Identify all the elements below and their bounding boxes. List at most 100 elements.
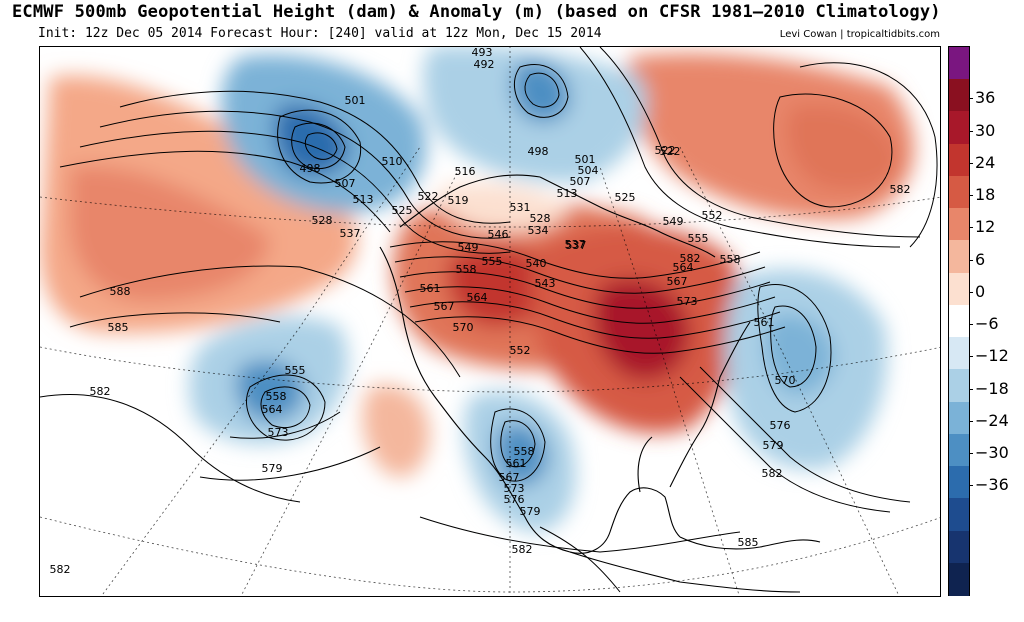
contour-ridge-2 (394, 256, 766, 294)
colorbar-segment (949, 530, 969, 564)
colorbar-segment (949, 369, 969, 403)
contour-label: 570 (453, 321, 474, 334)
contour-jet-2 (99, 110, 511, 239)
contour-north-2 (579, 47, 901, 248)
contour-label: 513 (557, 187, 578, 200)
colorbar-label: −12 (975, 346, 1009, 366)
positive-anomaly-northern-canada (438, 183, 570, 232)
contour-low-mexico-2 (500, 420, 536, 468)
colorbar-segment (949, 337, 969, 371)
colorbar-label: −18 (975, 378, 1009, 398)
colorbar-segment (949, 208, 969, 242)
colorbar-label: −36 (975, 475, 1009, 495)
contour-label: 507 (570, 175, 591, 188)
contour-label: 522 (660, 145, 681, 158)
colorbar-label: 18 (975, 185, 996, 205)
positive-anomaly-atlantic-core (786, 104, 900, 191)
colorbar-segment (949, 401, 969, 435)
contour-trough-atlantic-2 (770, 305, 817, 388)
colorbar-label: 36 (975, 88, 996, 108)
contour-label: 513 (353, 193, 374, 206)
contour-label: 534 (528, 224, 549, 237)
height-contours (40, 47, 938, 593)
contour-label: 579 (763, 439, 784, 452)
map-title: ECMWF 500mb Geopotential Height (dam) & … (12, 2, 941, 22)
contour-label: 564 (262, 403, 283, 416)
colorbar-tick (969, 291, 973, 293)
colorbar-segment (949, 175, 969, 209)
contour-579 (199, 446, 381, 481)
contour-labels: 493 492 501 498 507 510 513 516 519 522 … (50, 47, 911, 576)
contour-label: 576 (770, 419, 791, 432)
contour-label: 558 (456, 263, 477, 276)
contour-label: 567 (667, 275, 688, 288)
colorbar-label: −6 (975, 314, 999, 334)
contour-588 (79, 265, 461, 378)
colorbar-segment (949, 111, 969, 145)
contour-label: 564 (673, 261, 694, 274)
contour-ridge-4 (404, 286, 776, 324)
forecast-info: Init: 12z Dec 05 2014 Forecast Hour: [24… (38, 26, 602, 41)
colorbar-segment (949, 47, 969, 80)
contour-label: 540 (526, 257, 547, 270)
contour-low-alaska (277, 109, 362, 184)
contour-jet-3 (79, 130, 511, 254)
colorbar-tick (969, 420, 973, 422)
coastlines (379, 174, 821, 593)
contour-label: 555 (688, 232, 709, 245)
colorbar (948, 46, 970, 596)
contour-label: 519 (448, 194, 469, 207)
contour-low-arctic-2 (524, 72, 560, 108)
colorbar-tick (969, 162, 973, 164)
colorbar-segment (949, 466, 969, 500)
contour-label: 504 (578, 164, 599, 177)
contour-label: 582 (50, 563, 71, 576)
negative-anomaly-atlantic-inner (765, 313, 835, 396)
colorbar-label: 30 (975, 120, 996, 140)
contour-low-pacific-2 (260, 386, 311, 429)
credit-text: Levi Cowan | tropicaltidbits.com (779, 29, 940, 40)
colorbar-tick (969, 485, 973, 487)
contour-label: 573 (268, 426, 289, 439)
contour-label: 573 (504, 482, 525, 495)
contour-582-west (40, 394, 301, 503)
contour-573 (229, 411, 341, 439)
colorbar-label: 0 (975, 281, 986, 301)
colorbar-label: −24 (975, 410, 1009, 430)
colorbar-label: 24 (975, 152, 996, 172)
contour-label: 537 (340, 227, 361, 240)
contour-label: 576 (504, 493, 525, 506)
contour-jet-4 (59, 150, 391, 233)
colorbar-segment (949, 79, 969, 113)
contour-label: 522 (418, 190, 439, 203)
colorbar-segment (949, 272, 969, 306)
colorbar-segment (949, 240, 969, 274)
contour-label: 582 (890, 183, 911, 196)
contour-label: 516 (455, 165, 476, 178)
colorbar-tick (969, 324, 973, 326)
positive-anomaly-great-lakes-core (594, 279, 690, 380)
colorbar-tick (969, 388, 973, 390)
positive-anomaly-rockies-core (447, 246, 560, 327)
contour-label: 561 (754, 316, 775, 329)
contour-label: 558 (720, 253, 741, 266)
contour-label: 531 (510, 201, 531, 214)
contour-low-alaska-2 (291, 122, 346, 170)
contour-label: 558 (514, 445, 535, 458)
contour-label: 501 (345, 94, 366, 107)
colorbar-tick (969, 453, 973, 455)
contour-label: 582 (762, 467, 783, 480)
contour-582-south (419, 516, 741, 553)
contour-north-1 (599, 47, 921, 238)
contour-label: 585 (738, 536, 759, 549)
colorbar-segment (949, 562, 969, 596)
colorbar-segment (949, 304, 969, 338)
contour-585 (69, 312, 281, 328)
contour-southeast-2 (699, 366, 911, 503)
colorbar-segment (949, 143, 969, 177)
colorbar-segment (949, 433, 969, 467)
contour-label: 522 (655, 144, 676, 157)
contour-high-atlantic (773, 93, 893, 208)
contour-south-1 (539, 526, 621, 593)
colorbar-segment (949, 498, 969, 532)
